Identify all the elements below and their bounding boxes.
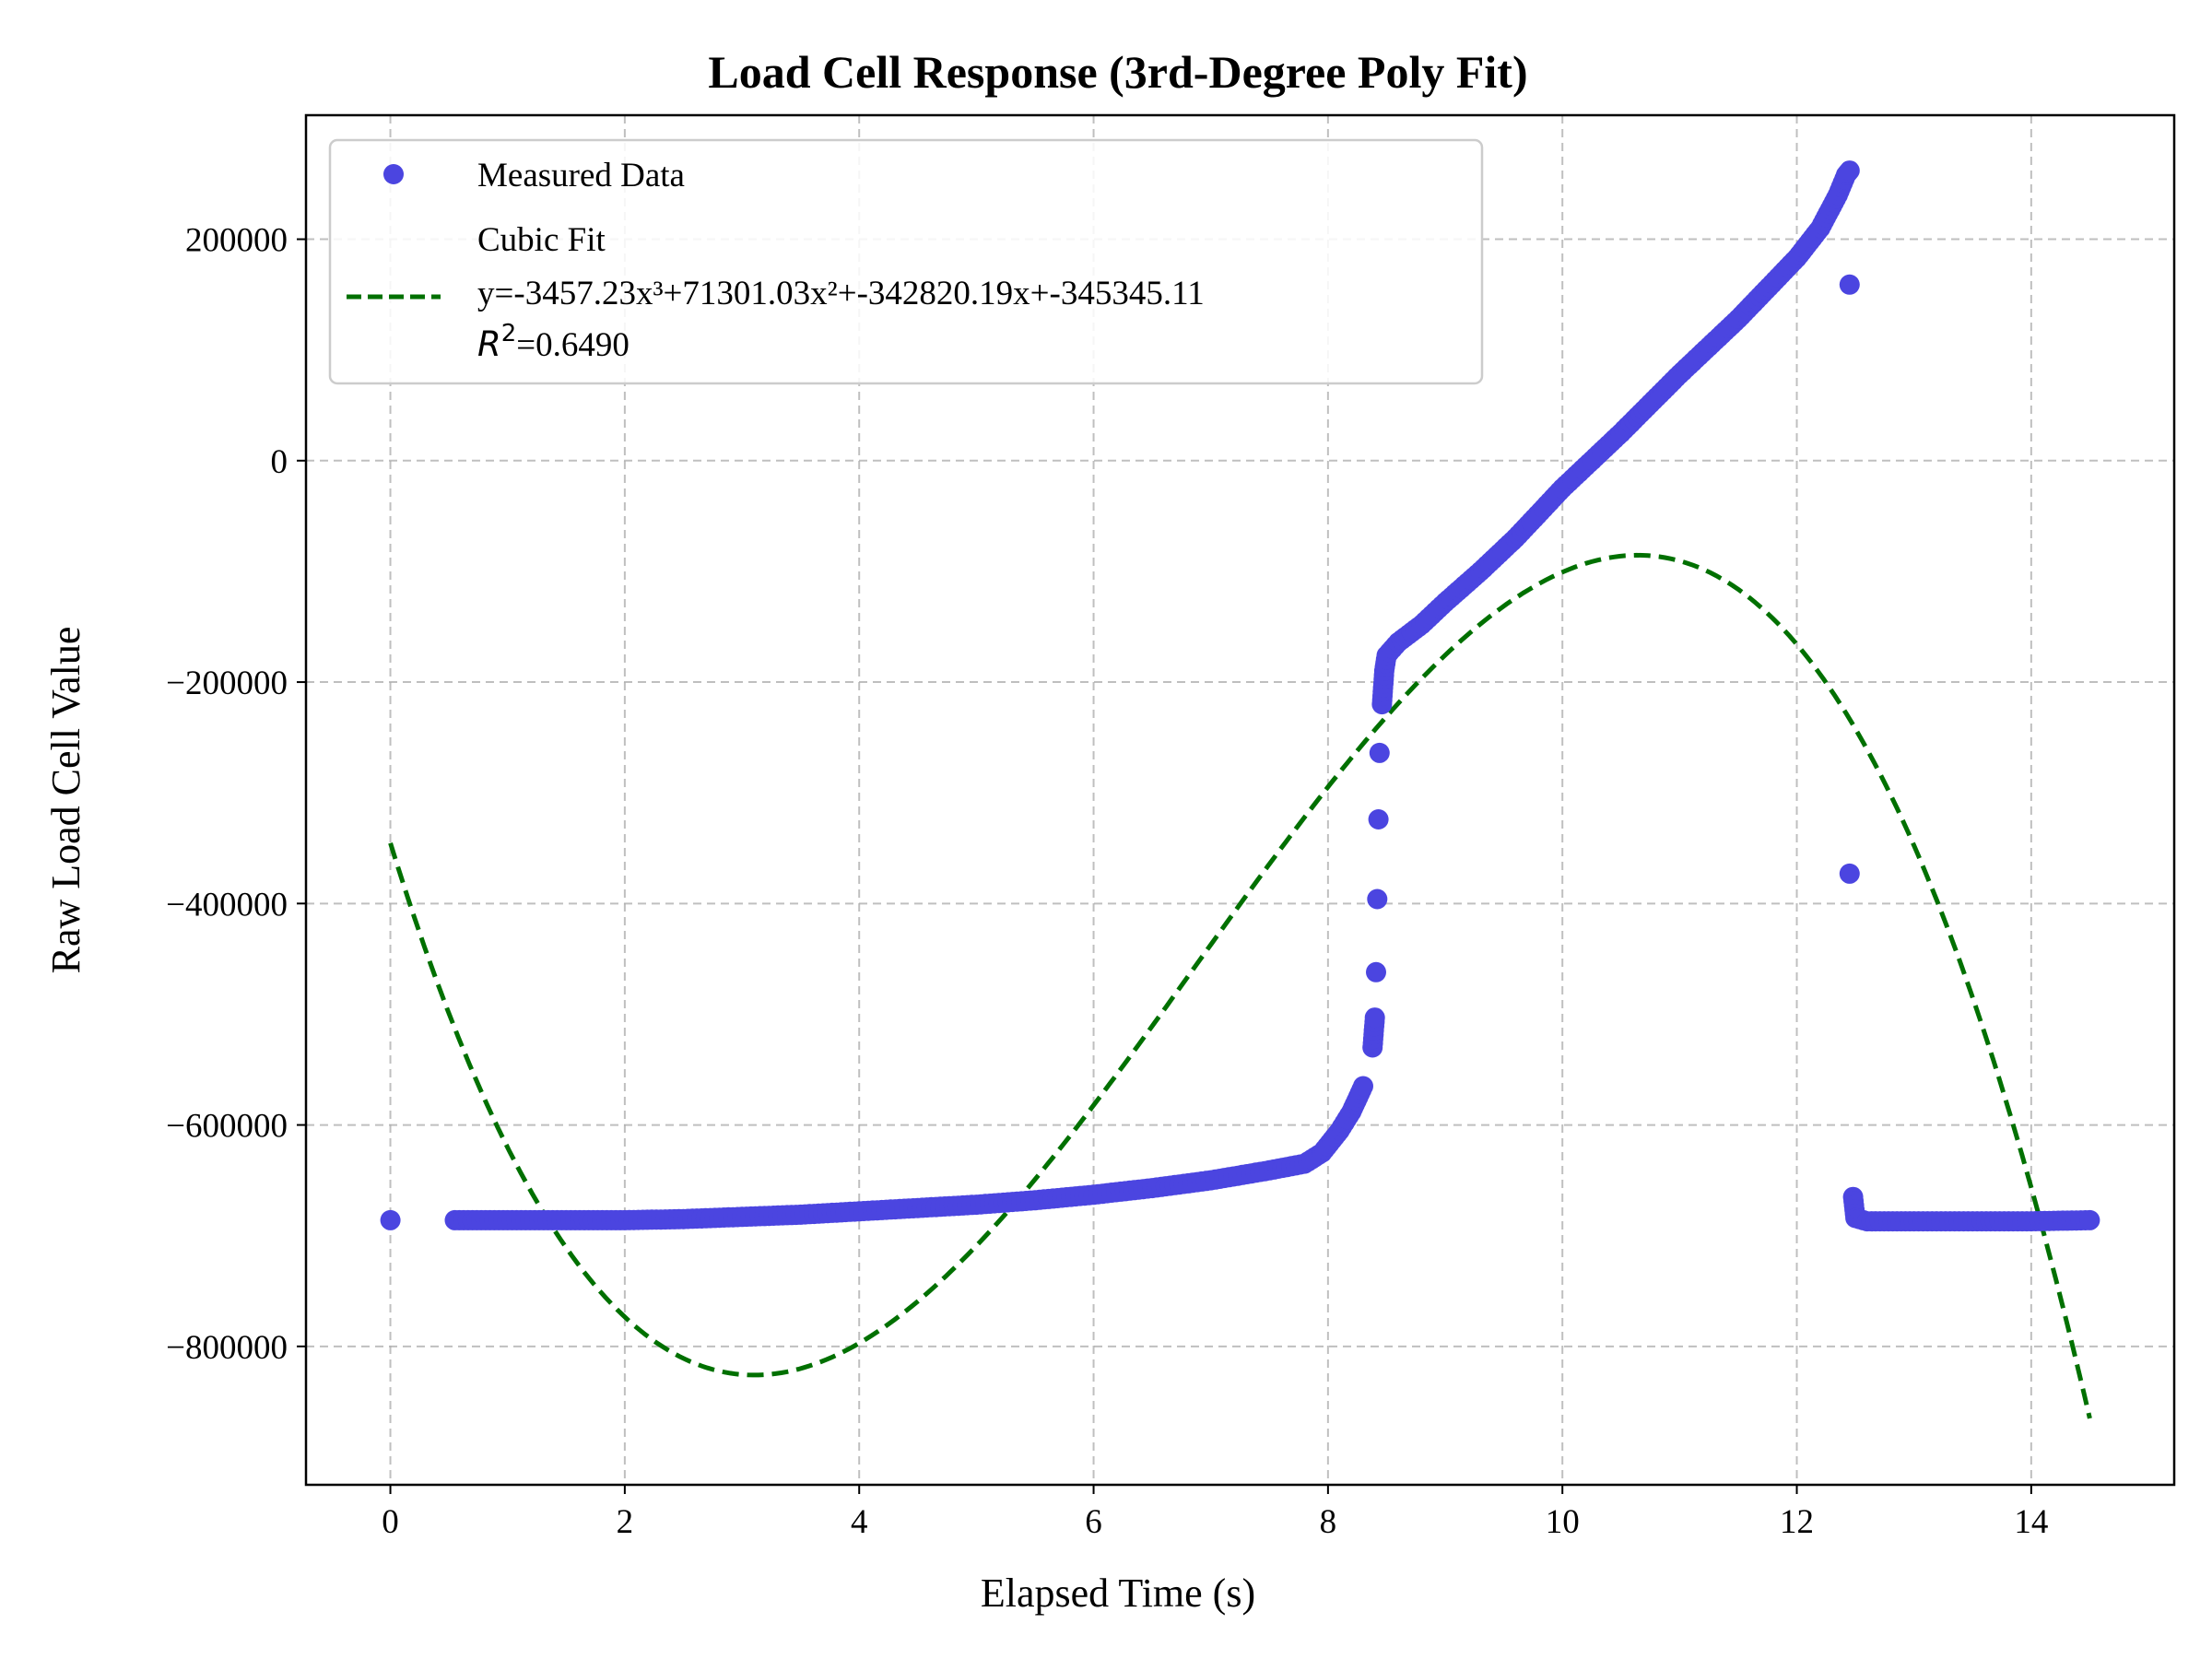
data-point: [1839, 863, 1860, 884]
y-tick-label: −600000: [166, 1108, 288, 1146]
y-tick-label: 200000: [185, 222, 288, 260]
x-axis-label: Elapsed Time (s): [981, 1571, 1255, 1616]
legend-marker-measured: [383, 164, 404, 184]
data-point: [1839, 274, 1860, 295]
x-tick-label: 12: [1780, 1503, 1814, 1541]
y-tick-label: −200000: [166, 665, 288, 702]
data-point: [1368, 809, 1389, 830]
data-point: [1364, 1007, 1385, 1029]
x-tick-label: 6: [1085, 1503, 1102, 1541]
x-tick-label: 10: [1546, 1503, 1580, 1541]
fit-line-layer: [388, 552, 2092, 1419]
plot-area-frame: [304, 113, 2176, 1487]
y-tick-label: −800000: [166, 1329, 288, 1367]
data-point: [1353, 1076, 1373, 1097]
data-point: [380, 1209, 401, 1230]
legend: Measured Data Cubic Fit y=-3457.23x³+713…: [328, 138, 1484, 385]
legend-fit-equation: y=-3457.23x³+71301.03x²+-342820.19x+-345…: [477, 275, 1205, 312]
x-tick-label: 2: [617, 1503, 634, 1541]
legend-box: [328, 138, 1484, 385]
data-point: [1367, 888, 1388, 910]
data-point: [1839, 160, 1860, 182]
scatter-points-layer: [380, 160, 2100, 1232]
x-tick-label: 0: [382, 1503, 399, 1541]
data-point: [1366, 961, 1386, 982]
x-tick-label: 4: [851, 1503, 868, 1541]
y-tick-label: 0: [271, 443, 288, 481]
legend-fit-r2: R2=0.6490: [477, 320, 629, 364]
data-point: [2079, 1209, 2100, 1230]
chart-title: Load Cell Response (3rd-Degree Poly Fit): [708, 46, 1527, 98]
x-axis-ticks: 0 2 4 6 8 10 12 14: [382, 1485, 2048, 1541]
x-tick-label: 8: [1320, 1503, 1337, 1541]
y-tick-label: −400000: [166, 886, 288, 924]
legend-label-measured: Measured Data: [477, 157, 685, 194]
y-axis-ticks: 200000 0 −200000 −400000 −600000 −800000: [166, 222, 306, 1367]
x-tick-label: 14: [2014, 1503, 2048, 1541]
y-axis-label: Raw Load Cell Value: [43, 627, 88, 974]
fit-line: [388, 552, 2092, 1419]
data-point: [1369, 742, 1390, 763]
legend-label-fit: Cubic Fit: [477, 221, 606, 259]
